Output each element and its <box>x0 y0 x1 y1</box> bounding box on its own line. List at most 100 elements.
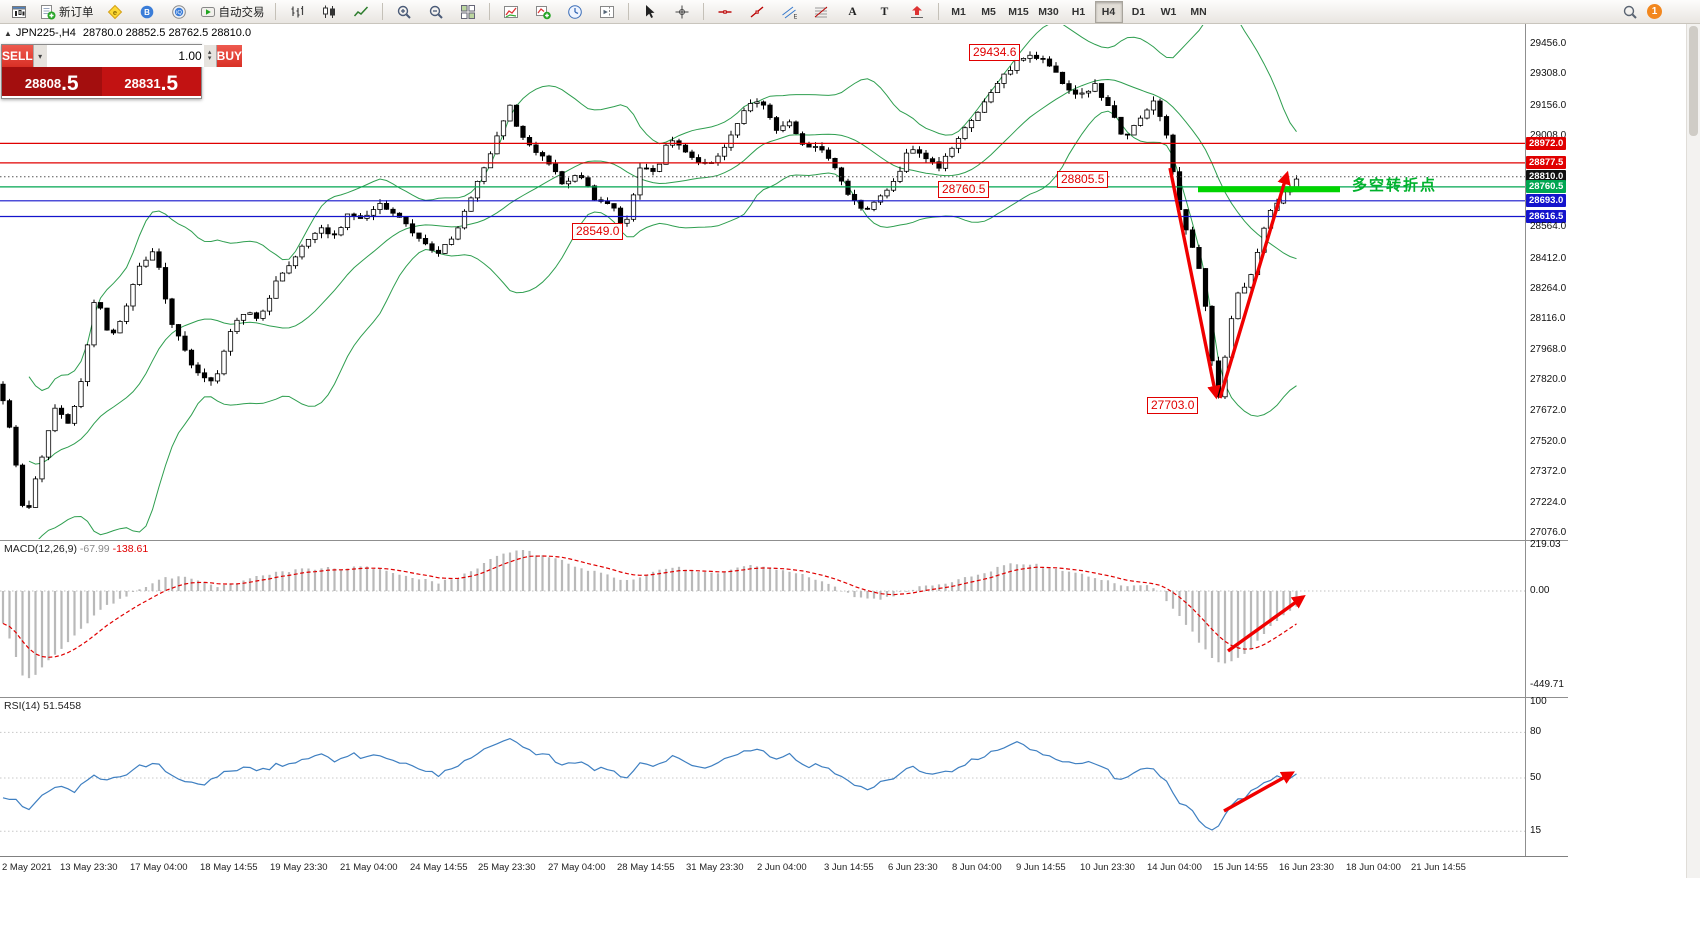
autotrading-button[interactable]: 自动交易 <box>196 1 269 23</box>
horizontal-line-button[interactable] <box>710 1 740 23</box>
time-axis-label: 17 May 04:00 <box>130 862 188 873</box>
macd-value-signal: -138.61 <box>112 543 149 555</box>
timeframe-m30-button[interactable]: M30 <box>1038 5 1059 18</box>
time-axis-label: 14 Jun 04:00 <box>1147 862 1202 873</box>
price-scale-tick: 27520.0 <box>1530 435 1567 447</box>
sell-button[interactable]: SELL <box>2 45 33 67</box>
timeframe-m5-button[interactable]: M5 <box>981 5 996 18</box>
price-scale-tick: 28564.0 <box>1530 221 1567 233</box>
price-annotation[interactable]: 28549.0 <box>572 223 624 240</box>
notifications-badge[interactable]: 1 <box>1647 4 1662 19</box>
price-scale-tick: 28412.0 <box>1530 252 1567 264</box>
blue-level-price-tag: 28693.0 <box>1526 194 1567 208</box>
time-axis-label: 21 Jun 14:55 <box>1411 862 1466 873</box>
fibonacci-icon <box>813 4 829 20</box>
price-scale-border <box>1525 24 1526 857</box>
rsi-value: 51.5458 <box>43 700 82 712</box>
scrollbar-thumb[interactable] <box>1689 26 1698 136</box>
label-tool-button[interactable]: T <box>870 1 900 23</box>
new-order-label: 新订单 <box>59 6 94 19</box>
tile-windows-button[interactable] <box>453 1 483 23</box>
panel-separator-macd[interactable] <box>0 540 1568 541</box>
zoom-out-button[interactable] <box>421 1 451 23</box>
buy-price[interactable]: 28831.5 <box>101 67 201 96</box>
arrows-tool-button[interactable] <box>902 1 932 23</box>
rsi-scale-tick: 80 <box>1530 726 1542 738</box>
periods-button[interactable] <box>560 1 590 23</box>
red-level-price-tag: 28877.5 <box>1526 156 1567 170</box>
metaeditor-icon: e <box>107 4 123 20</box>
price-scale-tick: 28264.0 <box>1530 282 1567 294</box>
strategy-tester-button[interactable]: iQ <box>164 1 194 23</box>
price-scale-tick: 29008.0 <box>1530 130 1567 141</box>
indicators-button[interactable] <box>496 1 526 23</box>
time-axis-label: 15 Jun 14:55 <box>1213 862 1268 873</box>
timeframe-m15-button[interactable]: M15 <box>1008 5 1029 18</box>
time-axis-label: 3 Jun 14:55 <box>824 862 874 873</box>
time-axis-label: 31 May 23:30 <box>686 862 744 873</box>
timeframe-d1-button[interactable]: D1 <box>1131 5 1146 18</box>
price-annotation[interactable]: 27703.0 <box>1147 397 1199 414</box>
turning-point-label[interactable]: 多空转折点 <box>1352 177 1438 194</box>
volume-down-icon[interactable]: ▾ <box>207 55 212 62</box>
candlestick-chart-button[interactable] <box>314 1 344 23</box>
volume-input[interactable] <box>46 45 204 67</box>
time-axis-label: 2 Jun 04:00 <box>757 862 807 873</box>
metaeditor-button[interactable]: e <box>100 1 130 23</box>
price-scale-tick: 27672.0 <box>1530 404 1567 416</box>
timeframe-mn-button[interactable]: MN <box>1190 5 1207 18</box>
timeframe-h4-button[interactable]: H4 <box>1094 0 1123 23</box>
sell-price[interactable]: 28808.5 <box>2 67 102 96</box>
new-order-icon <box>40 4 56 20</box>
time-axis-label: 9 Jun 14:55 <box>1016 862 1066 873</box>
panel-separator-rsi[interactable] <box>0 697 1568 698</box>
fibonacci-button[interactable] <box>806 1 836 23</box>
green-level-price-tag: 28760.5 <box>1526 180 1567 194</box>
mql5-community-icon: B <box>139 4 155 20</box>
toolbar-right-group: 1 <box>1622 4 1662 20</box>
zoom-in-button[interactable] <box>389 1 419 23</box>
autotrading-icon <box>200 4 216 20</box>
timeframe-w1-button[interactable]: W1 <box>1160 5 1177 18</box>
chart-shift-button[interactable] <box>592 1 622 23</box>
candlestick-chart-icon <box>321 4 337 20</box>
text-tool-button[interactable]: A <box>838 1 868 23</box>
chart-window-button[interactable] <box>4 1 34 23</box>
horizontal-line-icon <box>717 4 733 20</box>
price-scale-tick: 29456.0 <box>1530 38 1567 49</box>
price-annotation[interactable]: 29434.6 <box>969 44 1021 61</box>
new-order-button[interactable]: 新订单 <box>36 1 98 23</box>
chart-ohlc-info: ▲ JPN225-,H4 28780.0 28852.5 28762.5 28810… <box>4 27 251 39</box>
time-axis[interactable]: 2 May 2021 13 May 23:30 17 May 04:00 18 May… <box>0 856 1568 879</box>
buy-button[interactable]: BUY <box>216 45 243 67</box>
price-annotation[interactable]: 28805.5 <box>1057 171 1109 188</box>
search-icon[interactable] <box>1622 4 1638 20</box>
cursor-button[interactable] <box>635 1 665 23</box>
price-annotation[interactable]: 28760.5 <box>938 181 990 198</box>
equidistant-channel-button[interactable]: E <box>774 1 804 23</box>
crosshair-button[interactable] <box>667 1 697 23</box>
add-indicator-button[interactable] <box>528 1 558 23</box>
time-axis-label: 19 May 23:30 <box>270 862 328 873</box>
mql5-community-button[interactable]: B <box>132 1 162 23</box>
time-axis-label: 25 May 23:30 <box>478 862 536 873</box>
line-chart-button[interactable] <box>346 1 376 23</box>
bar-chart-button[interactable] <box>282 1 312 23</box>
volume-spinner[interactable]: ▴ ▾ <box>203 45 216 67</box>
vertical-scrollbar[interactable] <box>1686 24 1700 878</box>
strategy-tester-icon: iQ <box>171 4 187 20</box>
price-scale-tick: 27372.0 <box>1530 466 1567 478</box>
volume-dropdown-button[interactable]: ▾ <box>33 45 47 67</box>
trendline-button[interactable] <box>742 1 772 23</box>
timeframe-m1-button[interactable]: M1 <box>951 5 966 18</box>
timeframe-h1-button[interactable]: H1 <box>1071 5 1086 18</box>
trade-panel-toggle[interactable]: ▲ <box>4 29 12 38</box>
price-scale-tick: 27820.0 <box>1530 374 1567 386</box>
svg-text:iQ: iQ <box>176 10 182 16</box>
time-axis-label: 16 Jun 23:30 <box>1279 862 1334 873</box>
label-tool-label: T <box>880 5 889 18</box>
